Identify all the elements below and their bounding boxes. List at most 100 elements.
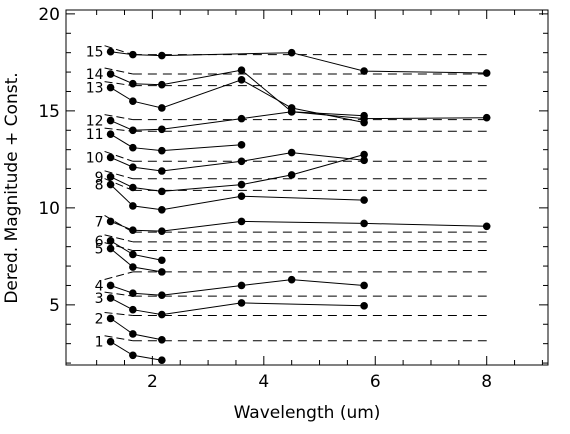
data-point <box>129 330 137 338</box>
data-point <box>158 167 166 175</box>
series-9: 9 <box>95 150 368 196</box>
baseline-lead <box>104 311 133 317</box>
data-point <box>237 180 246 189</box>
data-point <box>287 275 296 284</box>
series-label: 8 <box>95 178 104 194</box>
series-5: 5 <box>95 242 166 276</box>
data-point <box>237 192 246 201</box>
x-axis-label: Wavelength (um) <box>234 403 381 423</box>
series-line <box>110 341 162 361</box>
data-point <box>158 146 166 155</box>
baseline-lead <box>104 291 133 297</box>
y-tick-label: 20 <box>38 5 60 25</box>
baseline-lead <box>104 45 134 56</box>
data-point <box>106 180 115 189</box>
data-point <box>360 67 368 75</box>
series-6: 6 <box>95 234 166 265</box>
data-point <box>237 157 246 166</box>
series-label: 3 <box>95 291 104 307</box>
series-label: 10 <box>86 150 104 166</box>
x-tick-label: 4 <box>258 372 269 392</box>
data-point <box>158 335 166 344</box>
series-4: 4 <box>95 275 368 299</box>
baseline-lead <box>104 81 133 87</box>
series-line <box>110 69 365 117</box>
data-point <box>360 118 368 127</box>
data-point <box>106 244 115 253</box>
series-label: 7 <box>95 214 104 230</box>
baseline-lead <box>104 271 133 280</box>
series-line <box>110 152 365 172</box>
data-point <box>129 143 137 152</box>
series-label: 12 <box>86 114 104 130</box>
data-point <box>129 305 137 314</box>
series-label: 2 <box>95 311 104 327</box>
data-point <box>106 47 115 56</box>
data-point <box>106 153 115 162</box>
baseline-lead <box>104 170 134 180</box>
data-point <box>106 217 115 226</box>
data-point <box>106 70 115 78</box>
data-point <box>158 310 166 319</box>
data-point <box>237 66 246 74</box>
series-label: 4 <box>95 278 104 294</box>
baseline-lead <box>104 67 133 75</box>
data-point <box>129 50 137 59</box>
data-point <box>360 150 368 159</box>
data-point <box>482 222 491 231</box>
data-point <box>360 302 368 310</box>
data-point <box>129 79 137 88</box>
data-point <box>482 113 491 122</box>
baseline-lead <box>104 127 133 132</box>
data-point <box>287 108 296 116</box>
series-line <box>110 184 365 211</box>
data-point <box>158 125 166 134</box>
data-point <box>106 130 115 138</box>
data-point <box>106 337 115 346</box>
series-10: 10 <box>86 148 368 175</box>
baseline-lead <box>104 178 134 191</box>
axis-ticks: 2 4 6 8 5 10 15 20 <box>38 5 548 392</box>
data-point <box>158 291 166 299</box>
data-point <box>360 196 368 204</box>
data-point <box>106 83 115 92</box>
data-point <box>237 217 246 226</box>
series-14: 14 <box>86 66 368 120</box>
data-point <box>106 116 115 125</box>
series-line <box>110 220 487 232</box>
data-point <box>360 156 368 165</box>
series-label: 6 <box>95 234 104 250</box>
series-7: 7 <box>95 214 491 235</box>
series-line <box>110 133 242 152</box>
series-line <box>110 111 487 131</box>
data-point <box>129 202 137 210</box>
data-point <box>158 256 166 265</box>
series-line <box>110 154 365 192</box>
data-point <box>106 281 115 290</box>
series-3: 3 <box>95 291 368 319</box>
x-tick-label: 8 <box>481 372 492 392</box>
plot-frame <box>65 9 549 366</box>
data-point <box>129 263 137 271</box>
data-point <box>158 268 166 276</box>
data-point <box>129 97 137 105</box>
data-point <box>158 227 166 235</box>
series-line <box>110 297 365 316</box>
data-point <box>106 237 115 245</box>
y-axis-label: Dered. Magnitude + Const. <box>2 72 22 303</box>
baseline-lead <box>104 114 133 121</box>
series-label: 15 <box>86 45 104 61</box>
data-point <box>158 206 166 214</box>
data-point <box>158 51 166 60</box>
series-line <box>110 279 365 296</box>
series-line <box>110 79 365 123</box>
series-label: 5 <box>95 242 104 258</box>
baseline-lead <box>104 150 134 162</box>
data-point <box>237 76 246 84</box>
data-point <box>360 111 368 120</box>
data-point <box>129 163 137 171</box>
series-label: 14 <box>86 67 104 83</box>
data-point <box>129 226 137 234</box>
x-tick-label: 6 <box>370 372 381 392</box>
